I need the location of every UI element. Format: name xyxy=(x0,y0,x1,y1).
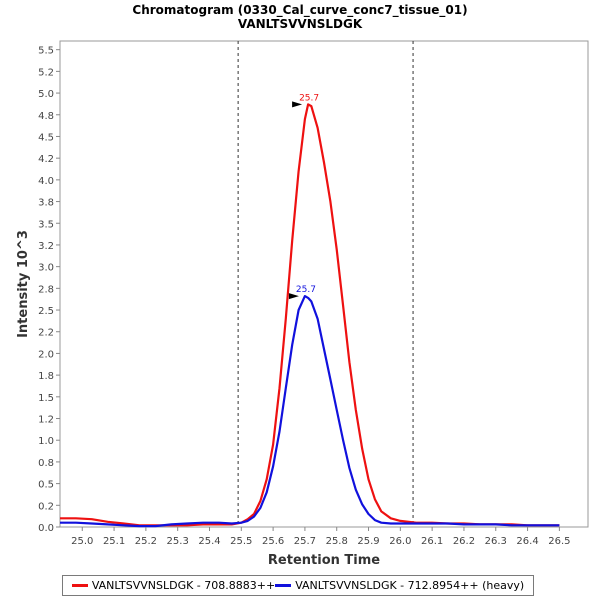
y-axis-ticks: 0.0 0.2 0.5 0.8 1.0 1.2 1.5 1.8 2.0 2.2 2.5 2.8 3.0 3… xyxy=(38,46,60,534)
y-tick-label: 5.5 xyxy=(38,46,54,57)
legend-label-heavy: VANLTSVVNSLDGK - 712.8954++ (heavy) xyxy=(295,579,525,592)
x-tick-label: 25.0 xyxy=(71,536,93,547)
integration-boundaries xyxy=(237,41,414,527)
legend-item-heavy: VANLTSVVNSLDGK - 712.8954++ (heavy) xyxy=(275,579,524,592)
x-tick-label: 26.2 xyxy=(453,536,475,547)
chart-title: Chromatogram (0330_Cal_curve_conc7_tissu… xyxy=(132,3,467,18)
y-tick-label: 1.0 xyxy=(38,436,54,447)
x-tick-label: 25.8 xyxy=(326,536,348,547)
legend: VANLTSVVNSLDGK - 708.8883++ VANLTSVVNSLD… xyxy=(62,575,534,596)
y-tick-label: 0.2 xyxy=(38,501,54,512)
y-tick-label: 4.5 xyxy=(38,132,54,143)
x-tick-label: 25.6 xyxy=(262,536,284,547)
legend-swatch-heavy xyxy=(275,584,292,587)
x-tick-label: 25.3 xyxy=(167,536,189,547)
x-axis-ticks: 25.0 25.1 25.2 25.3 25.4 25.5 25.6 25.7 25.8 25.9… xyxy=(71,527,571,547)
x-axis-label: Retention Time xyxy=(268,553,380,568)
y-tick-label: 4.8 xyxy=(38,111,54,122)
series-line-heavy xyxy=(60,295,560,528)
x-tick-label: 25.1 xyxy=(103,536,125,547)
y-tick-label: 3.2 xyxy=(38,241,54,252)
y-tick-label: 2.8 xyxy=(38,284,54,295)
x-tick-label: 25.4 xyxy=(198,536,220,547)
y-tick-label: 1.2 xyxy=(38,415,54,426)
y-tick-label: 0.5 xyxy=(38,480,54,491)
y-tick-label: 3.5 xyxy=(38,219,54,230)
y-tick-label: 5.0 xyxy=(38,89,54,100)
x-tick-label: 25.5 xyxy=(230,536,252,547)
x-tick-label: 25.7 xyxy=(294,536,316,547)
plot-area xyxy=(59,40,589,528)
y-tick-label: 3.8 xyxy=(38,198,54,209)
y-tick-label: 0.0 xyxy=(38,523,54,534)
x-tick-label: 26.4 xyxy=(516,536,538,547)
y-tick-label: 1.8 xyxy=(38,371,54,382)
x-tick-label: 25.9 xyxy=(357,536,379,547)
y-axis-label: Intensity 10^3 xyxy=(16,230,31,338)
peak-label: 25.7 xyxy=(299,93,319,103)
y-tick-label: 5.2 xyxy=(38,67,54,78)
x-tick-label: 26.3 xyxy=(485,536,507,547)
y-tick-label: 3.0 xyxy=(38,263,54,274)
y-tick-label: 0.8 xyxy=(38,458,54,469)
peak-marker-icon xyxy=(288,293,299,300)
legend-label-light: VANLTSVVNSLDGK - 708.8883++ xyxy=(91,579,276,592)
peak-marker-icon xyxy=(292,101,303,108)
y-tick-label: 2.2 xyxy=(38,328,54,339)
legend-item-light: VANLTSVVNSLDGK - 708.8883++ xyxy=(71,579,276,592)
series-layer xyxy=(60,103,560,528)
y-tick-label: 2.5 xyxy=(38,306,54,317)
x-tick-label: 26.1 xyxy=(421,536,443,547)
x-tick-label: 25.2 xyxy=(135,536,157,547)
y-tick-label: 4.0 xyxy=(38,176,54,187)
y-tick-label: 4.2 xyxy=(38,154,54,165)
y-tick-label: 2.0 xyxy=(38,349,54,360)
peak-label: 25.7 xyxy=(296,285,316,295)
chromatogram-chart: Chromatogram (0330_Cal_curve_conc7_tissu… xyxy=(16,3,589,568)
chart-subtitle: VANLTSVVNSLDGK xyxy=(238,17,363,31)
y-tick-label: 1.5 xyxy=(38,393,54,404)
x-tick-label: 26.5 xyxy=(548,536,570,547)
legend-swatch-light xyxy=(71,584,88,587)
peak-annotations: 25.7 25.7 xyxy=(288,93,319,300)
x-tick-label: 26.0 xyxy=(389,536,411,547)
